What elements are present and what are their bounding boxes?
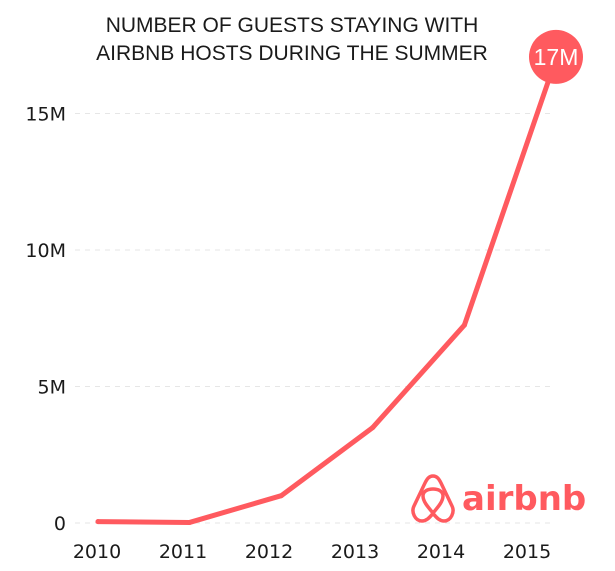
annotation-label: 17M — [534, 44, 579, 70]
series-line-guests — [95, 56, 559, 525]
annotation-badge: 17M — [529, 29, 583, 84]
data-point-2010 — [95, 519, 101, 525]
airbnb-wordmark: airbnb — [462, 479, 586, 519]
y-tick-label: 15M — [25, 104, 66, 126]
x-tick-label: 2010 — [73, 541, 121, 563]
x-tick-label: 2013 — [331, 541, 379, 563]
x-axis-ticks: 2010 2011 2012 2013 2014 2015 — [73, 541, 551, 563]
y-axis-ticks: 0 5M 10M 15M — [25, 104, 66, 536]
chart-title: NUMBER OF GUESTS STAYING WITH AIRBNB HOS… — [96, 14, 488, 65]
x-tick-label: 2012 — [245, 541, 293, 563]
x-tick-label: 2011 — [159, 541, 207, 563]
airbnb-logo: airbnb — [411, 474, 586, 523]
data-points — [95, 56, 559, 525]
chart-title-line-1: NUMBER OF GUESTS STAYING WITH — [106, 14, 479, 37]
data-point-2012 — [278, 493, 284, 499]
data-point-2011 — [187, 519, 193, 525]
airbnb-belo-icon — [411, 474, 455, 523]
y-tick-label: 0 — [54, 513, 66, 535]
data-point-2014 — [461, 322, 467, 328]
annotation-circle — [529, 29, 583, 84]
data-point-2013 — [370, 424, 376, 430]
x-tick-label: 2015 — [503, 541, 551, 563]
chart-title-line-2: AIRBNB HOSTS DURING THE SUMMER — [96, 42, 488, 65]
y-tick-label: 5M — [38, 377, 66, 399]
gridlines — [75, 113, 550, 524]
x-tick-label: 2014 — [417, 541, 465, 563]
y-tick-label: 10M — [25, 240, 66, 262]
